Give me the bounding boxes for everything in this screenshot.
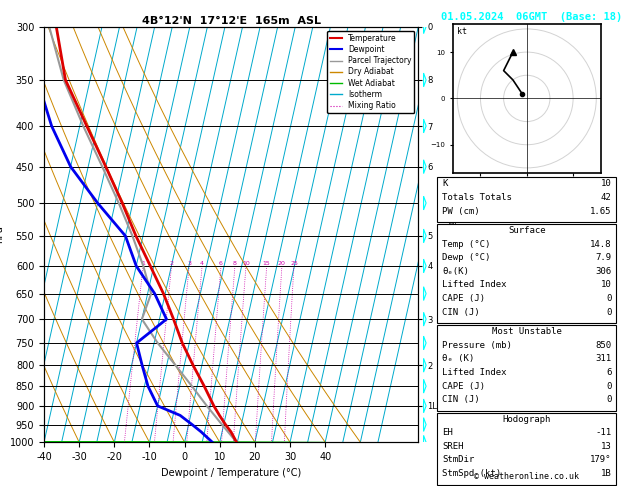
- Text: 6: 6: [219, 261, 223, 266]
- Text: 25: 25: [290, 261, 298, 266]
- Text: 10: 10: [601, 280, 611, 290]
- Text: Lifted Index: Lifted Index: [442, 280, 507, 290]
- Y-axis label: hPa: hPa: [0, 226, 4, 243]
- Text: Temp (°C): Temp (°C): [442, 240, 491, 249]
- Text: 1B: 1B: [601, 469, 611, 478]
- Text: SREH: SREH: [442, 442, 464, 451]
- Text: 0: 0: [606, 294, 611, 303]
- Text: 13: 13: [601, 442, 611, 451]
- Text: 4: 4: [200, 261, 204, 266]
- Text: © weatheronline.co.uk: © weatheronline.co.uk: [474, 472, 579, 481]
- Title: 4B°12'N  17°12'E  165m  ASL: 4B°12'N 17°12'E 165m ASL: [142, 16, 321, 26]
- Text: EH: EH: [442, 428, 453, 437]
- Text: 0: 0: [606, 382, 611, 391]
- Text: θₑ (K): θₑ (K): [442, 354, 474, 364]
- Text: 15: 15: [263, 261, 270, 266]
- Text: 1: 1: [141, 261, 145, 266]
- Text: Mixing Ratio (g/kg): Mixing Ratio (g/kg): [448, 215, 457, 295]
- Text: 6: 6: [606, 368, 611, 377]
- Text: PW (cm): PW (cm): [442, 207, 480, 216]
- Text: 8: 8: [233, 261, 237, 266]
- Text: 42: 42: [601, 193, 611, 202]
- Text: 14.8: 14.8: [590, 240, 611, 249]
- Text: 0: 0: [606, 308, 611, 317]
- Text: CAPE (J): CAPE (J): [442, 382, 485, 391]
- Text: Most Unstable: Most Unstable: [492, 327, 562, 336]
- Text: StmSpd (kt): StmSpd (kt): [442, 469, 501, 478]
- Text: 20: 20: [278, 261, 286, 266]
- Text: CIN (J): CIN (J): [442, 308, 480, 317]
- Text: Dewp (°C): Dewp (°C): [442, 253, 491, 262]
- Text: K: K: [442, 179, 448, 189]
- Text: 2: 2: [170, 261, 174, 266]
- Text: Hodograph: Hodograph: [503, 415, 551, 424]
- Text: -11: -11: [595, 428, 611, 437]
- Text: 311: 311: [595, 354, 611, 364]
- Text: 306: 306: [595, 267, 611, 276]
- Text: 10: 10: [242, 261, 250, 266]
- Text: 7.9: 7.9: [595, 253, 611, 262]
- Text: 01.05.2024  06GMT  (Base: 18): 01.05.2024 06GMT (Base: 18): [441, 12, 622, 22]
- Text: Totals Totals: Totals Totals: [442, 193, 512, 202]
- Text: 3: 3: [187, 261, 191, 266]
- Text: 10: 10: [601, 179, 611, 189]
- Text: 0: 0: [606, 395, 611, 404]
- Legend: Temperature, Dewpoint, Parcel Trajectory, Dry Adiabat, Wet Adiabat, Isotherm, Mi: Temperature, Dewpoint, Parcel Trajectory…: [327, 31, 415, 113]
- Text: 179°: 179°: [590, 455, 611, 465]
- Text: θₑ(K): θₑ(K): [442, 267, 469, 276]
- X-axis label: Dewpoint / Temperature (°C): Dewpoint / Temperature (°C): [161, 468, 301, 478]
- Text: StmDir: StmDir: [442, 455, 474, 465]
- Text: CIN (J): CIN (J): [442, 395, 480, 404]
- Text: 850: 850: [595, 341, 611, 350]
- Y-axis label: km
ASL: km ASL: [465, 235, 481, 254]
- Text: kt: kt: [457, 27, 467, 35]
- Text: Pressure (mb): Pressure (mb): [442, 341, 512, 350]
- Text: Surface: Surface: [508, 226, 545, 235]
- Text: CAPE (J): CAPE (J): [442, 294, 485, 303]
- Text: 1.65: 1.65: [590, 207, 611, 216]
- Text: Lifted Index: Lifted Index: [442, 368, 507, 377]
